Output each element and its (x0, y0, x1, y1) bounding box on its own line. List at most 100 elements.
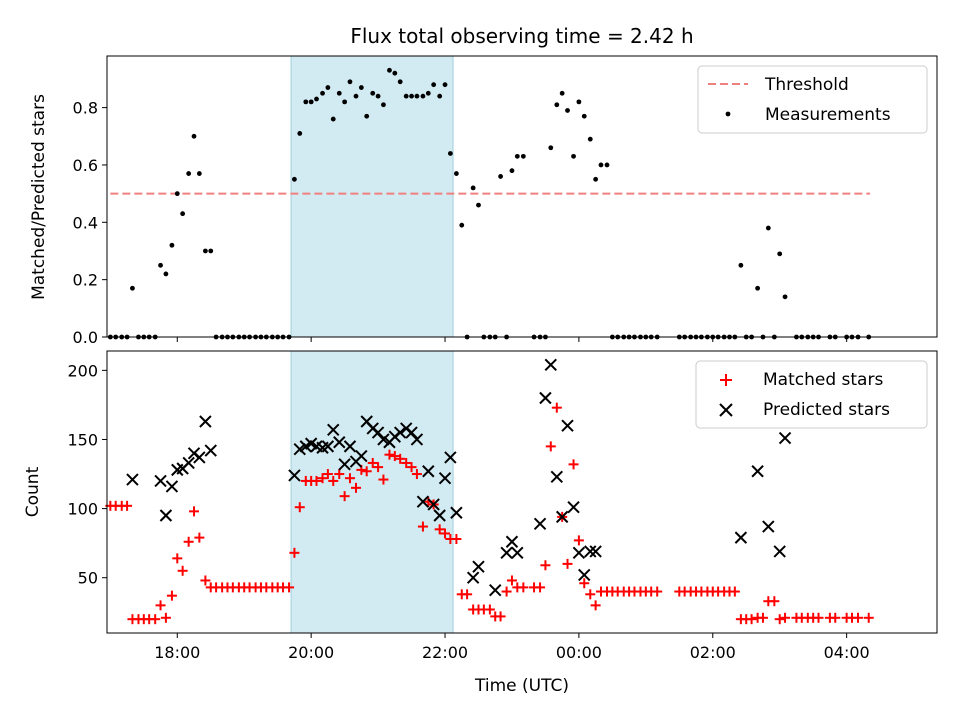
matched-star-point (317, 473, 328, 484)
bottom-axes-frame (106, 350, 938, 634)
x-axis-label: Time (UTC) (474, 676, 569, 696)
matched-star-point (384, 449, 395, 460)
measurement-point (459, 222, 465, 228)
measurement-point (392, 70, 398, 76)
matched-star-point (351, 482, 361, 493)
measurement-point (202, 248, 208, 254)
measurement-point (342, 99, 348, 105)
measurement-point (409, 93, 414, 99)
predicted-star-point (427, 498, 440, 511)
predicted-star-point (416, 495, 430, 508)
measurement-point (782, 294, 788, 300)
xtick-label: 22:00 (422, 643, 468, 662)
bottom-ytick-label: 200 (67, 361, 98, 380)
measurement-point (186, 171, 192, 176)
predicted-star-point (438, 471, 452, 485)
xtick-label: 02:00 (690, 643, 736, 662)
measurement-point (565, 108, 570, 113)
measurement-point (554, 102, 560, 108)
matched-star-point (411, 469, 422, 480)
measurement-point (520, 153, 526, 159)
matched-star-point (451, 534, 462, 544)
measurement-point (370, 90, 376, 96)
measurement-point (548, 145, 554, 151)
predicted-star-point (567, 500, 580, 514)
matched-star-point (322, 469, 333, 480)
measurement-point (163, 271, 169, 277)
top-y-axis-label: Matched/Predicted stars (29, 94, 49, 300)
measurement-point (604, 162, 610, 168)
bottom-ytick-label: 50 (78, 569, 98, 588)
top-x-axis-ticks (176, 337, 848, 342)
predicted-star-point (589, 545, 602, 558)
predicted-star-point (126, 473, 139, 486)
top-axes-frame (106, 55, 938, 338)
predicted-star-point (182, 456, 195, 470)
measurement-point (476, 202, 481, 208)
measurement-point (375, 93, 381, 99)
predicted-star-point (555, 510, 569, 524)
measurement-point (308, 99, 314, 105)
matched-star-point (568, 459, 579, 470)
measurement-point (353, 93, 359, 99)
matched-star-point (863, 612, 874, 623)
measurement-point (498, 174, 503, 179)
matched-star-point (172, 553, 183, 564)
measurement-point (593, 176, 599, 182)
highlight-span-bottom (290, 350, 454, 634)
predicted-star-point (773, 545, 786, 558)
matched-star-point (729, 586, 740, 597)
xtick-label: 00:00 (556, 643, 602, 662)
bottom-ytick-label: 150 (67, 430, 98, 449)
predicted-star-point (333, 436, 346, 449)
measurement-point (158, 262, 163, 268)
measurement-point (292, 176, 297, 182)
matched-star-point (401, 457, 412, 468)
matched-star-point (579, 578, 590, 589)
legend-matched-label: Matched stars (763, 370, 883, 390)
measurement-point (587, 136, 593, 142)
predicted-star-point (511, 546, 524, 560)
top-ytick-label: 0.0 (73, 328, 98, 347)
predicted-star-point (343, 440, 357, 453)
bottom-legend-box (695, 360, 928, 429)
predicted-star-point (321, 440, 335, 453)
matched-star-point (378, 474, 389, 485)
xtick-label: 04:00 (824, 643, 870, 662)
top-ytick-label: 0.4 (73, 213, 98, 232)
matched-star-point (189, 506, 200, 517)
matched-legend-swatch (720, 374, 732, 386)
predicted-star-point (505, 535, 519, 548)
matched-star-point (155, 600, 166, 611)
bottom-y-axis-label: Count (23, 466, 43, 517)
top-legend: Threshold Measurements (697, 65, 928, 134)
matched-star-point (367, 457, 378, 468)
predicted-star-point (550, 470, 564, 484)
predicted-star-point (561, 419, 574, 432)
matched-star-point (853, 612, 864, 623)
matched-star-point (462, 589, 473, 600)
predicted-star-point (355, 449, 368, 463)
predicted-star-point (751, 465, 764, 478)
predicted-star-point (544, 358, 557, 372)
matched-star-point (830, 612, 841, 623)
measurement-point (403, 93, 409, 99)
predicted-star-point (433, 509, 446, 522)
measurement-point (431, 82, 437, 88)
measurement-point (303, 99, 309, 105)
measurement-point (777, 251, 783, 257)
matched-star-point (501, 586, 512, 597)
matched-star-point (440, 528, 451, 539)
predicted-star-point (393, 426, 407, 439)
measurement-point (397, 79, 403, 85)
matched-star-point (540, 560, 551, 571)
measurement-point (196, 171, 202, 176)
measurement-point (364, 113, 370, 119)
measurement-point (325, 85, 331, 90)
matched-star-point (344, 473, 355, 484)
measurement-point (320, 90, 325, 96)
matched-star-point (769, 596, 780, 607)
measurement-point (571, 153, 576, 159)
measurement-point (191, 133, 197, 139)
bottom-y-axis-ticks: 50 100 150 200 (67, 361, 107, 588)
